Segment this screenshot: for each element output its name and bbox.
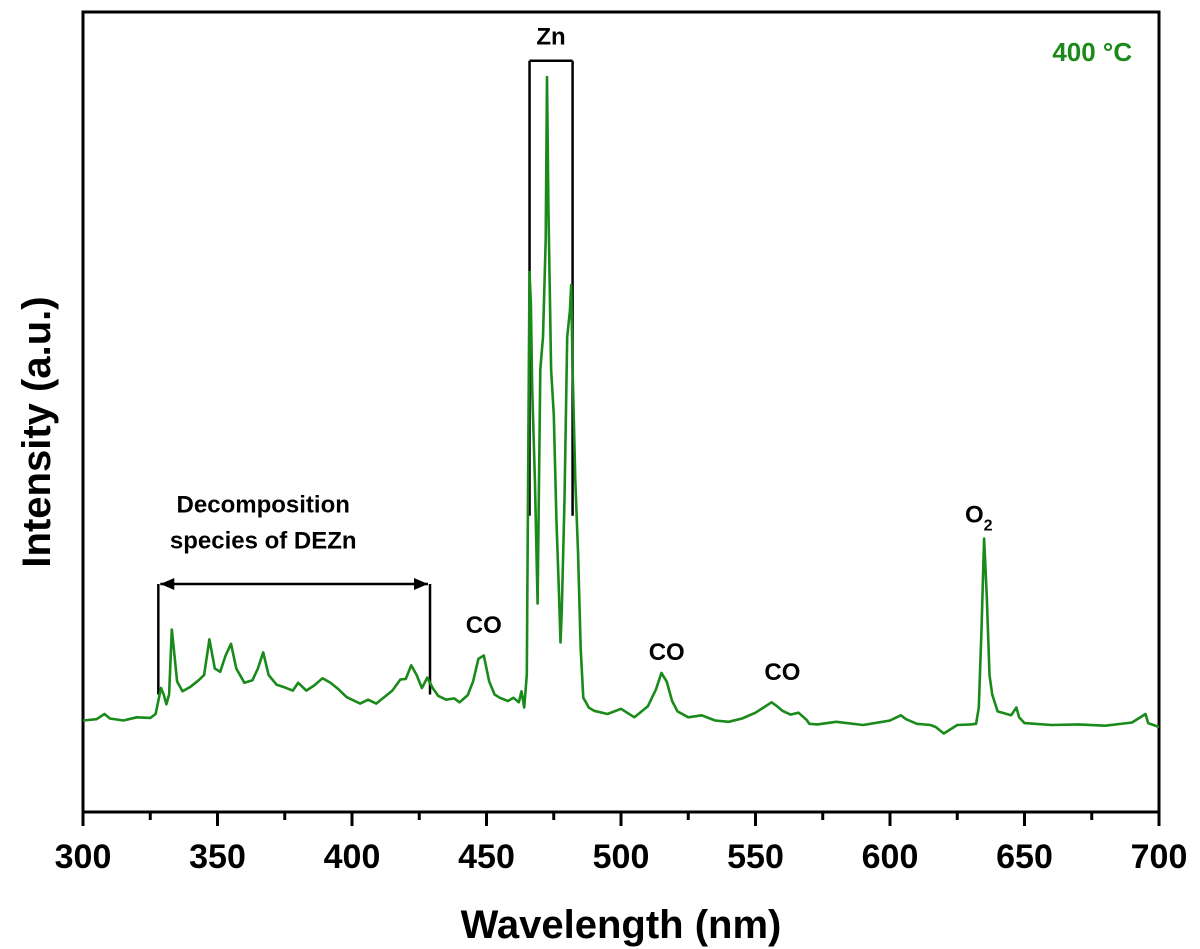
x-tick-label: 550 bbox=[727, 838, 784, 876]
peak-label: CO bbox=[466, 612, 502, 639]
x-axis-ticks bbox=[81, 812, 1161, 826]
peak-label: CO bbox=[649, 639, 685, 666]
x-tick-label: 500 bbox=[593, 838, 650, 876]
peak-label: O2 bbox=[965, 501, 993, 534]
x-tick-label: 450 bbox=[458, 838, 515, 876]
peak-label: species of DEZn bbox=[170, 527, 357, 554]
x-axis-title: Wavelength (nm) bbox=[461, 903, 782, 947]
x-tick-label: 400 bbox=[324, 838, 381, 876]
x-axis-tick-labels: 300 350 400 450 500 550 600 650 700 bbox=[55, 838, 1188, 876]
x-tick-label: 700 bbox=[1131, 838, 1188, 876]
peak-label: CO bbox=[764, 659, 800, 686]
x-tick-label: 350 bbox=[189, 838, 246, 876]
decomposition-bracket bbox=[157, 578, 432, 695]
y-axis-title: Intensity (a.u.) bbox=[15, 296, 59, 567]
annotation-brackets bbox=[157, 59, 574, 695]
peak-annotations: Decomposition species of DEZn CO Zn CO CO O2 40… bbox=[170, 24, 1132, 687]
temperature-label: 400 °C bbox=[1052, 37, 1132, 67]
peak-label: Zn bbox=[536, 24, 565, 51]
x-tick-label: 300 bbox=[55, 838, 112, 876]
peak-label: Decomposition bbox=[177, 492, 350, 519]
series-line-400c bbox=[82, 75, 1160, 735]
plot-frame bbox=[81, 10, 1161, 814]
x-tick-label: 650 bbox=[996, 838, 1053, 876]
x-tick-label: 600 bbox=[862, 838, 919, 876]
